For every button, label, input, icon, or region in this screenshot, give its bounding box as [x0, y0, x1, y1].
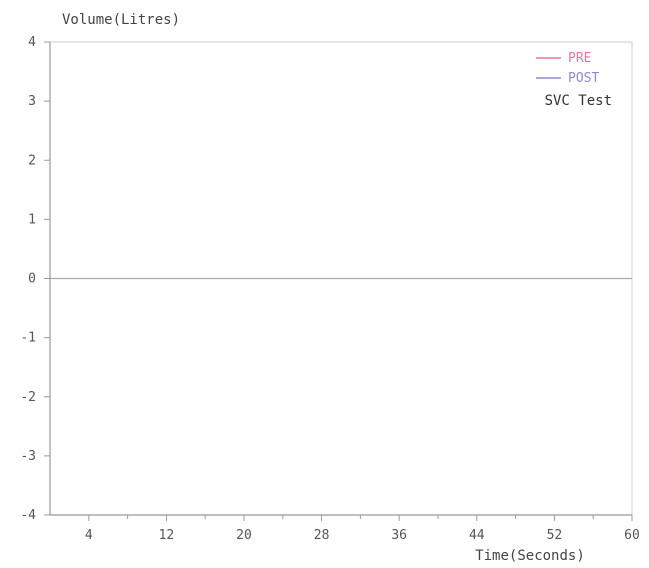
y-tick-label: -2	[20, 390, 36, 405]
y-tick-label: 1	[28, 212, 36, 227]
y-axis: 4 3 2 1 0 -1 -2 -3 -4	[20, 35, 50, 523]
x-tick-label: 36	[391, 528, 407, 543]
x-tick-label: 28	[314, 528, 330, 543]
y-tick-label: -1	[20, 331, 36, 346]
y-tick-label: -3	[20, 449, 36, 464]
y-tick-label: 3	[28, 94, 36, 109]
x-tick-label: 60	[624, 528, 640, 543]
x-axis: 4 12 20 28 36 44 52 60	[85, 515, 640, 543]
legend-label-pre: PRE	[568, 51, 591, 66]
x-tick-label: 20	[236, 528, 252, 543]
y-tick-label: -4	[20, 508, 36, 523]
test-type-label: SVC Test	[545, 93, 612, 109]
x-tick-label: 12	[159, 528, 175, 543]
y-tick-label: 4	[28, 35, 36, 50]
x-tick-label: 4	[85, 528, 93, 543]
legend: PRE POST	[536, 51, 599, 86]
y-tick-label: 2	[28, 153, 36, 168]
x-tick-label: 52	[547, 528, 563, 543]
y-tick-label: 0	[28, 272, 36, 287]
legend-label-post: POST	[568, 71, 599, 86]
x-axis-title: Time(Seconds)	[475, 548, 585, 564]
y-axis-title: Volume(Litres)	[62, 12, 180, 28]
x-tick-label: 44	[469, 528, 485, 543]
